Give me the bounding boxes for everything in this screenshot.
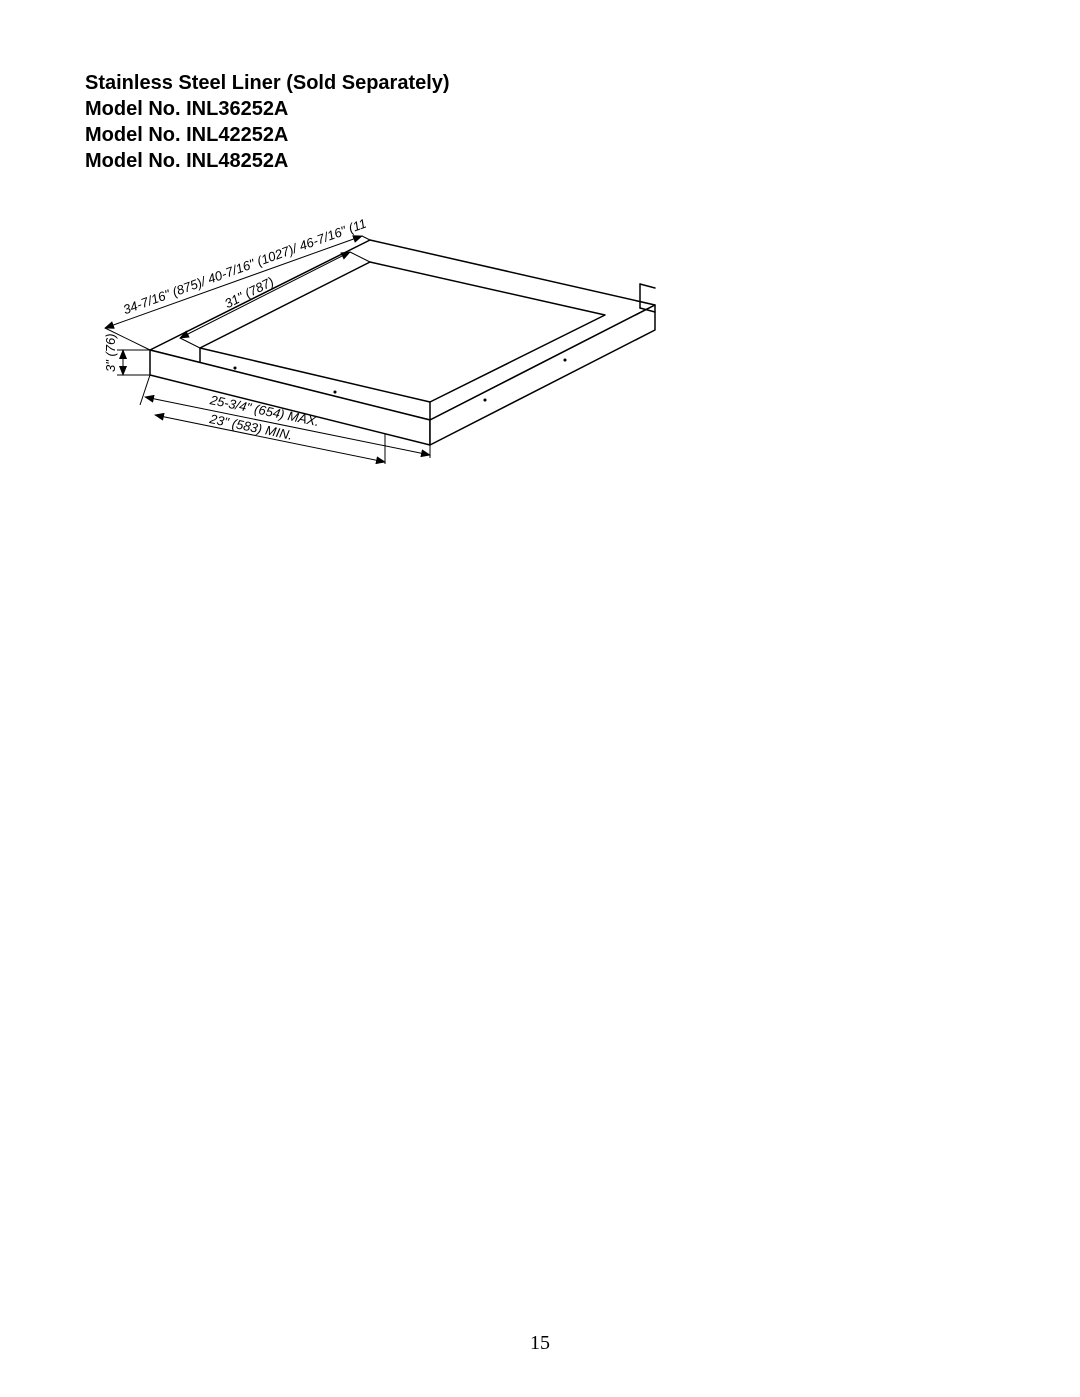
model-line-3: Model No. INL48252A bbox=[85, 148, 450, 174]
document-page: Stainless Steel Liner (Sold Separately) … bbox=[0, 0, 1080, 1397]
header-block: Stainless Steel Liner (Sold Separately) … bbox=[85, 70, 450, 174]
dim-height: 3" (76) bbox=[103, 333, 118, 372]
liner-dimension-diagram: 34-7/16" (875)/ 40-7/16" (1027)/ 46-7/16… bbox=[85, 200, 675, 470]
product-title: Stainless Steel Liner (Sold Separately) bbox=[85, 70, 450, 96]
page-number: 15 bbox=[0, 1332, 1080, 1355]
model-line-2: Model No. INL42252A bbox=[85, 122, 450, 148]
model-line-1: Model No. INL36252A bbox=[85, 96, 450, 122]
